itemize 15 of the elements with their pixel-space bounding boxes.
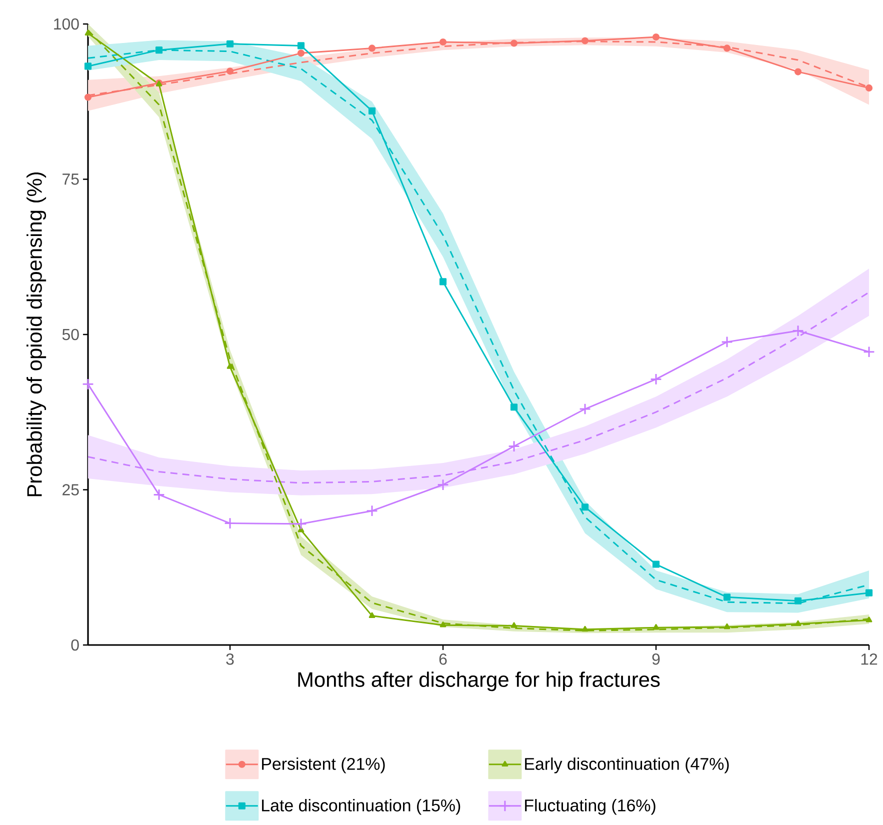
x-tick-label: 12	[861, 654, 878, 665]
y-tick-label: 50	[62, 328, 79, 340]
legend-label: Fluctuating (16%)	[525, 799, 656, 815]
legend-label: Persistent (21%)	[262, 758, 385, 774]
x-tick-label: 9	[652, 654, 660, 665]
y-tick-label: 25	[62, 484, 79, 496]
legend-label: Late discontinuation (15%)	[262, 799, 460, 815]
y-tick-label: 0	[71, 639, 79, 651]
legend-label: Early discontinuation (47%)	[525, 758, 729, 774]
x-tick-label: 3	[226, 654, 234, 665]
x-axis-title: Months after discharge for hip fractures	[298, 672, 660, 692]
y-tick-label: 100	[54, 18, 79, 30]
x-tick-label: 6	[439, 654, 447, 665]
y-tick-label: 75	[62, 174, 79, 185]
y-axis-title: Probability of opioid dispensing (%)	[26, 172, 46, 496]
